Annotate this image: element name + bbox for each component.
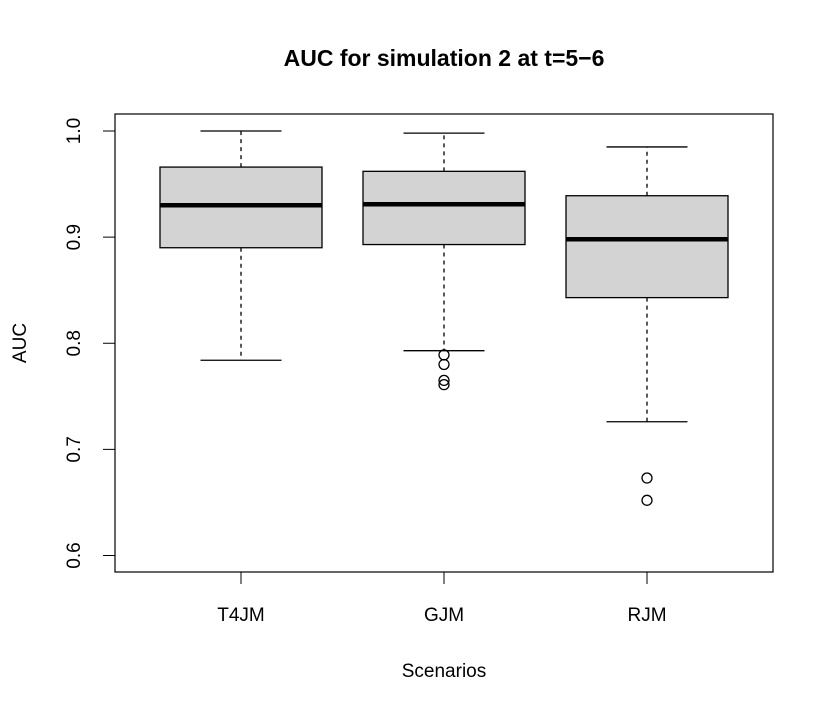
y-tick-label: 1.0 xyxy=(64,118,85,144)
x-tick-label: RJM xyxy=(627,605,666,626)
x-axis: T4JM GJM RJM xyxy=(217,571,667,626)
y-axis: 0.6 0.7 0.8 0.9 1.0 xyxy=(64,118,116,569)
box-rjm xyxy=(565,146,729,506)
y-tick-label: 0.7 xyxy=(64,436,85,462)
x-axis-label: Scenarios xyxy=(402,661,487,682)
box-t4jm xyxy=(159,130,323,361)
outlier-point xyxy=(641,472,653,484)
outlier-point xyxy=(438,349,450,361)
x-tick-label: T4JM xyxy=(217,605,265,626)
outlier-point xyxy=(641,494,653,506)
y-tick-label: 0.8 xyxy=(64,330,85,356)
box-gjm xyxy=(362,132,526,391)
outlier-point xyxy=(438,378,450,391)
outlier-point xyxy=(438,358,450,371)
outlier-point xyxy=(438,374,450,387)
y-tick-label: 0.6 xyxy=(64,542,85,568)
x-tick-label: GJM xyxy=(424,605,464,626)
y-axis-label: AUC xyxy=(10,323,31,363)
iqr-box xyxy=(362,170,526,246)
y-tick-label: 0.9 xyxy=(64,224,85,250)
boxes xyxy=(159,130,729,506)
iqr-box xyxy=(565,195,729,299)
chart-title: AUC for simulation 2 at t=5−6 xyxy=(284,45,605,71)
